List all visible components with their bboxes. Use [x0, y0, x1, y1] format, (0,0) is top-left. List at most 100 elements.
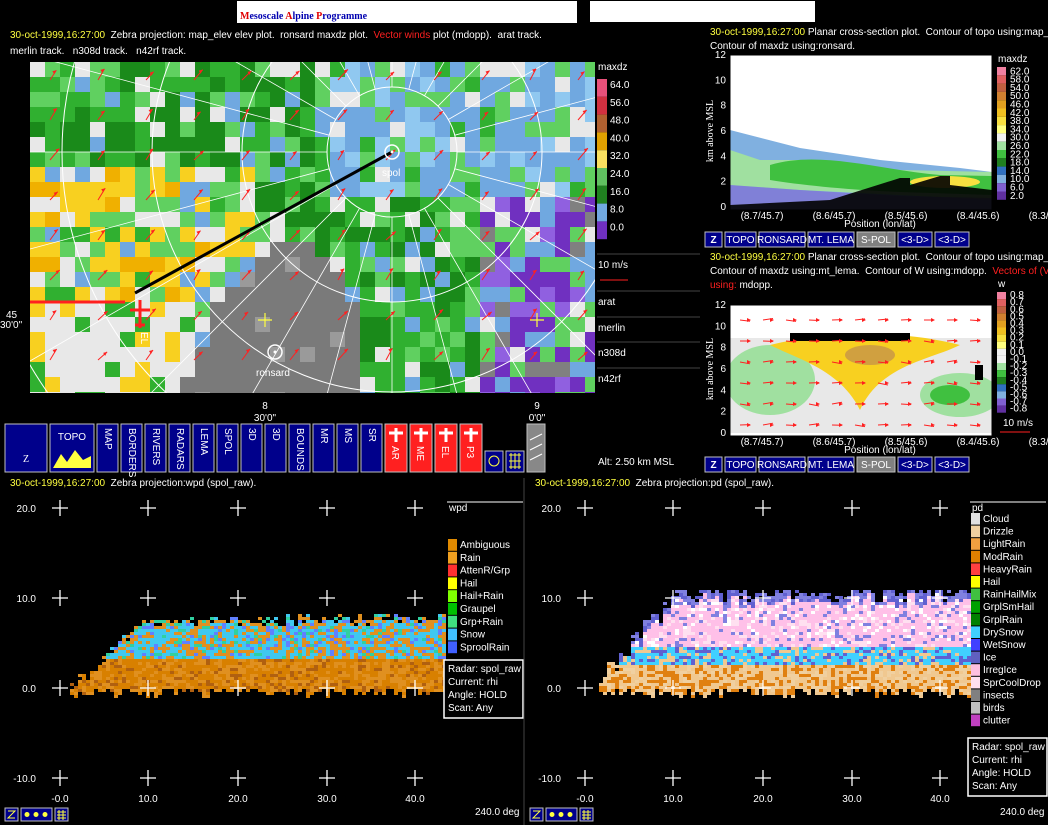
button-label[interactable]: Z	[23, 454, 29, 465]
button-label[interactable]: 3D	[270, 428, 281, 441]
button-face[interactable]	[240, 423, 263, 473]
button-label[interactable]: MS	[342, 428, 353, 443]
button-label[interactable]: BOUNDS	[294, 428, 305, 471]
toolbar-button[interactable]: SR	[360, 423, 383, 473]
button-label[interactable]: <3-D>	[901, 235, 929, 246]
toolbar-button[interactable]: BORDERS	[120, 423, 143, 478]
toolbar-button[interactable]	[505, 450, 525, 473]
button-icon[interactable]	[509, 453, 521, 469]
toolbar-button[interactable]: LEMA	[192, 423, 215, 473]
button-label[interactable]: S-POL	[861, 235, 891, 246]
button-face[interactable]	[724, 456, 757, 473]
button-label[interactable]: P3	[464, 446, 475, 459]
button-label[interactable]: Z	[710, 460, 716, 471]
cross-section-button[interactable]: S-POL	[856, 231, 896, 248]
button-label[interactable]: RIVERS	[150, 428, 161, 466]
button-face[interactable]	[120, 423, 143, 473]
button-icon[interactable]	[414, 428, 428, 442]
button-face[interactable]	[807, 456, 855, 473]
button-face[interactable]	[856, 456, 896, 473]
toolbar-button[interactable]: 3D	[264, 423, 287, 473]
button-face[interactable]	[168, 423, 191, 473]
button-face[interactable]	[934, 456, 970, 473]
toolbar-button[interactable]: Z	[4, 423, 48, 473]
toolbar-button[interactable]: MR	[312, 423, 335, 473]
toolbar-button[interactable]: MS	[336, 423, 359, 473]
button-face[interactable]	[704, 231, 723, 248]
toolbar-button[interactable]: EL	[434, 423, 458, 473]
button-label[interactable]: MAP	[102, 428, 113, 450]
button-icon[interactable]	[529, 433, 543, 461]
button-face[interactable]	[934, 231, 970, 248]
button-face[interactable]	[144, 423, 167, 473]
cross-section-button[interactable]: MT. LEMA	[807, 456, 855, 473]
toolbar-button[interactable]: RIVERS	[144, 423, 167, 473]
button-label[interactable]: BORDERS	[126, 428, 137, 478]
cross-section-button[interactable]: TOPO	[724, 231, 757, 248]
toolbar-button[interactable]	[526, 423, 546, 473]
button-face[interactable]	[897, 231, 933, 248]
button-face[interactable]	[336, 423, 359, 473]
cross-section-button[interactable]: TOPO	[724, 456, 757, 473]
button-label[interactable]: RONSARD	[757, 460, 807, 471]
button-label[interactable]: <3-D>	[901, 460, 929, 471]
button-face[interactable]	[758, 456, 806, 473]
cross-section-button[interactable]: Z	[704, 231, 723, 248]
button-icon[interactable]	[24, 812, 30, 817]
toolbar-button[interactable]: BOUNDS	[288, 423, 311, 473]
cross-section-button[interactable]: RONSARD	[757, 456, 807, 473]
button-icon[interactable]	[389, 428, 403, 442]
button-label[interactable]: SPOL	[222, 428, 233, 455]
button-label[interactable]: TOPO	[58, 432, 86, 443]
button-face[interactable]	[312, 423, 335, 473]
button-face[interactable]	[724, 231, 757, 248]
button-label[interactable]: SR	[366, 428, 377, 442]
button-label[interactable]: TOPO	[726, 460, 754, 471]
button-face[interactable]	[96, 423, 119, 473]
button-face[interactable]	[288, 423, 311, 473]
button-face[interactable]	[360, 423, 383, 473]
button-label[interactable]: RONSARD	[757, 235, 807, 246]
toolbar-button[interactable]	[484, 450, 504, 473]
button-face[interactable]	[192, 423, 215, 473]
cross-section-button[interactable]: MT. LEMA	[807, 231, 855, 248]
toolbar-button[interactable]: MAP	[96, 423, 119, 473]
toolbar-button[interactable]: RADARS	[168, 423, 191, 473]
button-label[interactable]: RADARS	[174, 428, 185, 470]
toolbar-button[interactable]: 3D	[240, 423, 263, 473]
button-face[interactable]	[807, 231, 855, 248]
cross-section-button[interactable]: RONSARD	[757, 231, 807, 248]
button-face[interactable]	[4, 423, 48, 473]
button-face[interactable]	[384, 423, 408, 473]
rhi-button[interactable]	[20, 807, 53, 822]
button-label[interactable]: LEMA	[198, 428, 209, 456]
button-label[interactable]: Z	[710, 235, 716, 246]
button-label[interactable]: <3-D>	[938, 460, 966, 471]
button-face[interactable]	[897, 456, 933, 473]
button-face[interactable]	[264, 423, 287, 473]
toolbar-button[interactable]: AR	[384, 423, 408, 473]
button-face[interactable]	[856, 231, 896, 248]
button-icon[interactable]	[57, 810, 66, 820]
button-label[interactable]: TOPO	[726, 235, 754, 246]
button-face[interactable]	[459, 423, 483, 473]
button-label[interactable]: S-POL	[861, 460, 891, 471]
button-label[interactable]: 3D	[246, 428, 257, 441]
button-icon[interactable]	[42, 812, 48, 817]
cross-section-button[interactable]: S-POL	[856, 456, 896, 473]
button-label[interactable]: <3-D>	[938, 235, 966, 246]
button-label[interactable]: ME	[414, 446, 425, 461]
button-label[interactable]: MR	[318, 428, 329, 444]
button-icon[interactable]	[53, 450, 91, 468]
toolbar-button[interactable]: TOPO	[49, 423, 95, 473]
button-face[interactable]	[409, 423, 433, 473]
button-icon[interactable]	[488, 455, 500, 467]
cross-section-button[interactable]: <3-D>	[934, 456, 970, 473]
toolbar-button[interactable]: SPOL	[216, 423, 239, 473]
cross-section-button[interactable]: <3-D>	[897, 231, 933, 248]
button-icon[interactable]	[33, 812, 39, 817]
button-face[interactable]	[758, 231, 806, 248]
button-label[interactable]: EL	[439, 446, 450, 459]
rhi-button[interactable]	[4, 807, 19, 822]
button-face[interactable]	[434, 423, 458, 473]
